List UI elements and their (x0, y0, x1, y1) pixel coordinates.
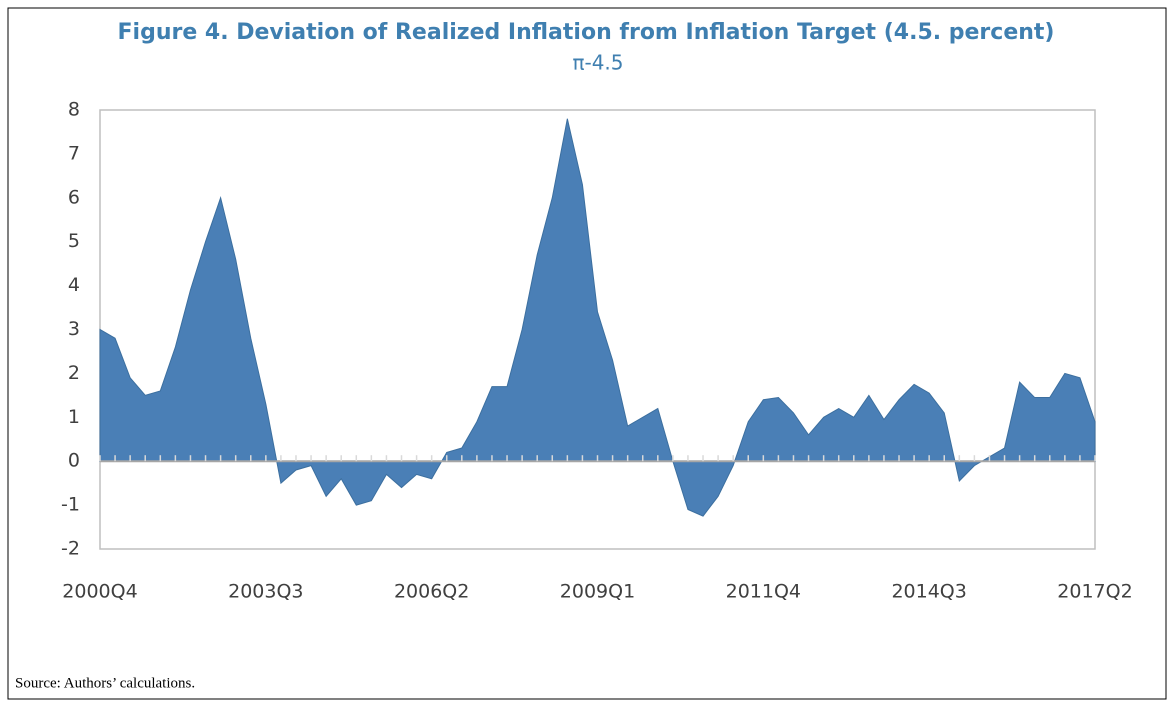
figure-border (7, 7, 1167, 700)
y-tick-label: 7 (68, 142, 80, 164)
chart-title: Figure 4. Deviation of Realized Inflatio… (118, 20, 1055, 45)
y-tick-label: -2 (61, 538, 80, 560)
x-tick-label: 2014Q3 (891, 581, 966, 603)
source-note: Source: Authors’ calculations. (15, 675, 195, 691)
y-tick-label: 2 (68, 362, 80, 384)
chart-subtitle: π-4.5 (572, 51, 623, 75)
y-tick-label: 4 (68, 274, 80, 296)
area (99, 118, 1096, 517)
x-tick-label: 2000Q4 (62, 581, 137, 603)
y-tick-label: 6 (68, 186, 80, 208)
y-tick-label: 8 (68, 99, 80, 121)
x-tick-label: 2011Q4 (726, 581, 801, 603)
y-tick-label: -1 (61, 494, 80, 516)
x-tick-label: 2006Q2 (394, 581, 469, 603)
y-tick-label: 3 (68, 318, 80, 340)
x-tick-label: 2009Q1 (560, 581, 635, 603)
y-tick-label: 5 (68, 230, 80, 252)
y-tick-label: 1 (68, 406, 80, 428)
x-tick-label: 2003Q3 (228, 581, 303, 603)
x-tick-label: 2017Q2 (1057, 581, 1132, 603)
y-tick-label: 0 (68, 450, 80, 472)
